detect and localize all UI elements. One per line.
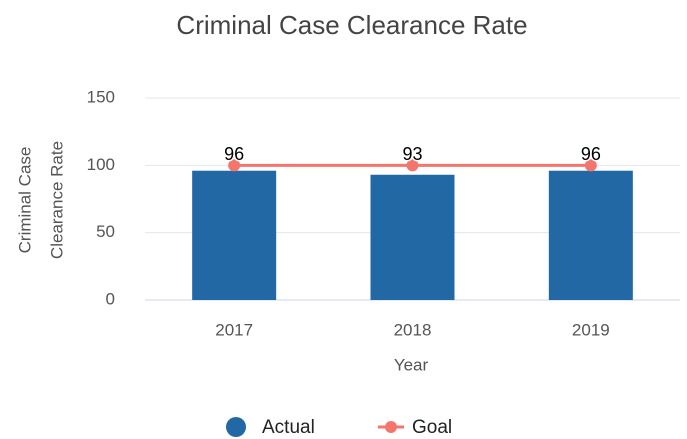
y-tick-label: 150 <box>87 87 115 106</box>
data-label: 96 <box>581 144 601 164</box>
bar <box>370 174 455 300</box>
x-tick-label: 2018 <box>394 320 432 339</box>
y-axis-label: Criminal Case Clearance Rate <box>15 141 66 259</box>
x-tick-label: 2017 <box>215 320 253 339</box>
y-tick-label: 50 <box>96 222 115 241</box>
bar <box>548 170 633 300</box>
y-axis-label-line: Clearance Rate <box>47 141 66 259</box>
legend-label: Actual <box>262 417 315 438</box>
legend-marker <box>226 417 246 437</box>
chart-title: Criminal Case Clearance Rate <box>176 10 527 40</box>
data-label: 96 <box>224 144 244 164</box>
goal-point <box>228 159 241 172</box>
goal-point <box>584 159 597 172</box>
legend-marker <box>385 421 397 433</box>
data-label: 93 <box>402 144 422 164</box>
legend-label: Goal <box>412 417 452 438</box>
x-axis-label: Year <box>394 355 429 374</box>
y-tick-label: 0 <box>106 289 115 308</box>
goal-point <box>406 159 419 172</box>
bar <box>192 170 277 300</box>
y-tick-label: 100 <box>87 155 115 174</box>
y-axis-label-line: Criminal Case <box>15 147 34 254</box>
x-tick-label: 2019 <box>572 320 610 339</box>
